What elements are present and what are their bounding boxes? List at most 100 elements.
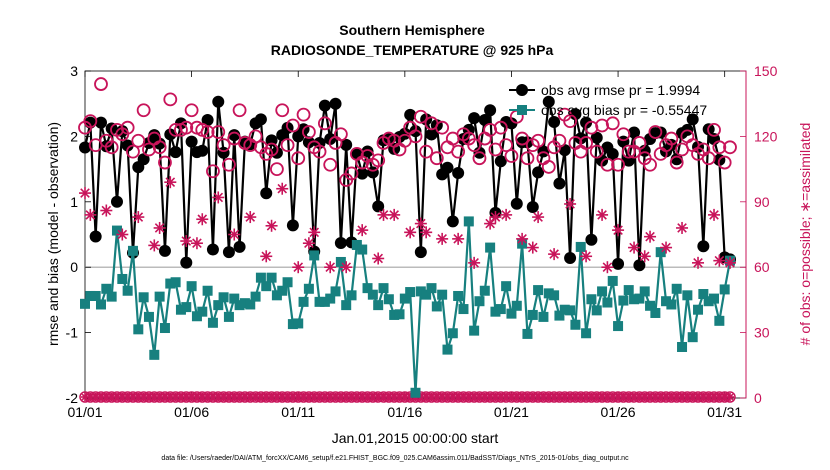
rmse-point: [505, 117, 518, 130]
possible-count-point: [669, 155, 684, 170]
x-axis-ticks: 01/01 01/06 01/11 01/16 01/21 01/26 01/31: [67, 71, 742, 420]
bias-point: [383, 294, 394, 305]
possible-count-point: [515, 131, 530, 146]
assimilated-count-point: [414, 217, 427, 230]
possible-count-point: [152, 140, 167, 155]
rmse-point: [542, 95, 555, 108]
rmse-point: [425, 128, 438, 141]
rmse-point: [441, 161, 454, 174]
possible-count-point: [163, 92, 178, 107]
assimilated-count-point: [356, 224, 369, 237]
bias-point: [437, 289, 448, 300]
rmse-point: [478, 114, 491, 127]
rmse-point: [574, 132, 587, 145]
rmse-point: [590, 131, 603, 144]
assimilated-count-point: [116, 228, 129, 241]
possible-count-point: [589, 144, 604, 159]
right-y-tick-label: 150: [754, 63, 778, 79]
assimilated-count-point: [612, 224, 625, 237]
legend-rmse-marker: [516, 84, 528, 96]
bias-point: [549, 290, 560, 301]
rmse-point: [372, 200, 385, 213]
possible-count-point: [83, 114, 98, 129]
assimilated-count-point: [276, 182, 289, 195]
possible-count-point: [211, 125, 226, 139]
x-tick-label: 01/31: [707, 404, 742, 420]
rmse-point: [697, 240, 710, 253]
x-tick-label: 01/21: [494, 404, 529, 420]
legend-rmse-label: obs avg rmse pr = 1.9994: [541, 82, 700, 98]
bias-point: [111, 225, 122, 236]
rmse-point: [329, 97, 342, 110]
assimilated-count-point: [644, 230, 657, 243]
assimilated-count-point: [526, 241, 539, 254]
bias-point: [287, 319, 298, 330]
bias-point: [143, 311, 154, 322]
bias-point: [277, 285, 288, 296]
assimilated-count-point: [265, 219, 278, 232]
bias-point: [586, 294, 597, 305]
bias-point: [463, 216, 474, 227]
rmse-point: [89, 230, 102, 243]
bias-point: [117, 273, 128, 284]
assimilated-count-point: [713, 254, 726, 267]
bias-point: [458, 304, 469, 315]
possible-count-point: [701, 151, 716, 166]
assimilated-counts-series: [79, 391, 736, 403]
bias-point: [485, 242, 496, 253]
right-y-tick-label: 60: [754, 259, 770, 275]
bias-point: [181, 302, 192, 313]
possible-count-point: [344, 166, 359, 181]
bias-point: [159, 323, 170, 334]
assimilated-count-point: [628, 241, 641, 254]
legend: obs avg rmse pr = 1.9994 obs avg bias pr…: [509, 82, 707, 118]
bias-point: [613, 321, 624, 332]
bias-point: [133, 324, 144, 335]
rmse-point: [510, 197, 523, 210]
rmse-point: [446, 215, 459, 228]
assimilated-counts-markers: [79, 176, 737, 274]
possible-count-point: [179, 120, 194, 135]
left-y-tick-label: 3: [70, 63, 78, 79]
bias-point: [479, 285, 490, 296]
possible-count-point: [275, 103, 290, 118]
rmse-point: [121, 139, 134, 152]
left-y-tick-label: -1: [66, 325, 79, 341]
assimilated-count-point: [388, 208, 401, 221]
possible-count-point: [632, 136, 647, 150]
possible-count-point: [371, 153, 386, 168]
x-tick-label: 01/06: [174, 404, 209, 420]
possible-count-point: [605, 116, 620, 131]
left-y-tick-label: -2: [66, 390, 79, 406]
x-tick-label: 01/01: [67, 404, 102, 420]
bias-point: [655, 247, 666, 258]
bias-point: [293, 318, 304, 329]
possible-count-point: [717, 155, 732, 170]
bias-point: [682, 290, 693, 301]
left-y-tick-label: 0: [70, 259, 78, 275]
possible-count-point: [317, 116, 332, 131]
possible-count-point: [435, 120, 450, 135]
possible-count-point: [664, 131, 679, 146]
bias-point: [410, 387, 421, 398]
rmse-point: [580, 116, 593, 129]
bias-point: [325, 293, 336, 304]
bias-point: [239, 298, 250, 309]
rmse-point: [228, 129, 241, 142]
bias-point: [447, 328, 458, 339]
assimilated-count-point: [212, 191, 225, 204]
assimilated-count-point: [564, 197, 577, 210]
bias-point: [165, 278, 176, 289]
bias-series: [80, 216, 736, 398]
rmse-point: [302, 136, 315, 149]
bias-point: [234, 300, 245, 311]
bias-point: [122, 285, 133, 296]
assimilated-count-point: [372, 252, 385, 265]
rmse-point: [484, 104, 497, 117]
rmse-point: [494, 155, 507, 168]
bias-point: [357, 244, 368, 255]
footer-data-file: data file: /Users/raeder/DAI/ATM_forcXX/…: [161, 455, 629, 462]
possible-count-point: [504, 149, 519, 163]
bias-point: [149, 349, 160, 360]
